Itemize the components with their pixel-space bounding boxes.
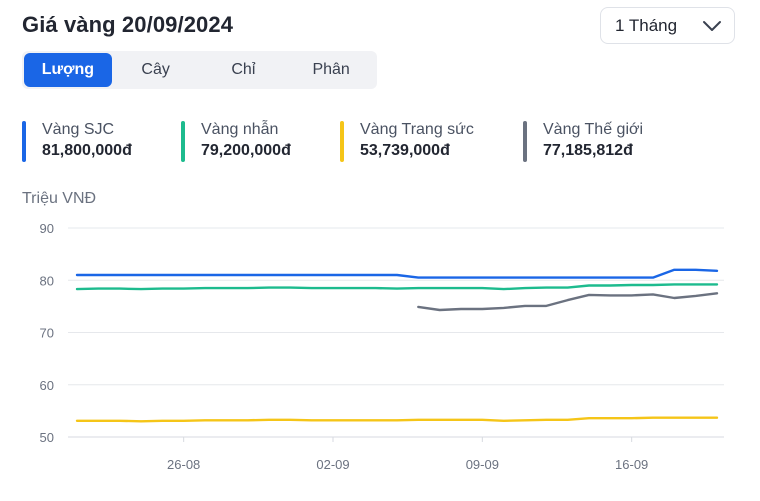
chevron-down-icon xyxy=(702,16,722,36)
tab-luong[interactable]: Lượng xyxy=(24,53,112,87)
legend-value: 53,739,000đ xyxy=(360,142,450,159)
legend-name: Vàng nhẫn xyxy=(201,121,279,138)
legend-name: Vàng Thế giới xyxy=(543,121,644,138)
legend-value: 77,185,812đ xyxy=(543,142,633,159)
legend-name: Vàng Trang sức xyxy=(360,121,474,138)
legend-swatch xyxy=(523,121,527,162)
period-select[interactable]: 1 Tháng xyxy=(600,7,735,44)
legend-item-the-gioi[interactable]: Vàng Thế giới 77,185,812đ xyxy=(523,120,643,164)
series-line-0[interactable] xyxy=(75,268,719,279)
period-select-value: 1 Tháng xyxy=(615,15,678,35)
series-line-3[interactable] xyxy=(417,292,719,312)
chart-legend: Vàng SJC 81,800,000đ Vàng nhẫn 79,200,00… xyxy=(22,120,742,164)
legend-value: 81,800,000đ xyxy=(42,142,132,159)
x-tick-label: 16-09 xyxy=(615,457,648,472)
y-tick-label: 50 xyxy=(40,430,54,445)
y-axis-label: Triệu VNĐ xyxy=(22,190,97,207)
legend-swatch xyxy=(181,121,185,162)
x-tick-label: 09-09 xyxy=(466,457,499,472)
x-tick-label: 02-09 xyxy=(316,457,349,472)
legend-name: Vàng SJC xyxy=(42,121,115,138)
tab-cay[interactable]: Cây xyxy=(141,61,170,78)
tab-phan[interactable]: Phân xyxy=(312,61,350,78)
legend-swatch xyxy=(340,121,344,162)
unit-tabs: Lượng Cây Chỉ Phân xyxy=(22,51,377,89)
page-title: Giá vàng 20/09/2024 xyxy=(22,12,234,37)
legend-item-sjc[interactable]: Vàng SJC 81,800,000đ xyxy=(22,120,132,164)
tab-chi[interactable]: Chỉ xyxy=(231,61,256,78)
y-tick-label: 60 xyxy=(40,378,54,393)
legend-item-trang-suc[interactable]: Vàng Trang sức 53,739,000đ xyxy=(340,120,474,164)
y-tick-label: 70 xyxy=(40,326,54,341)
series-line-2[interactable] xyxy=(75,416,719,423)
y-tick-label: 90 xyxy=(40,221,54,236)
x-tick-label: 26-08 xyxy=(167,457,200,472)
legend-item-nhan[interactable]: Vàng nhẫn 79,200,000đ xyxy=(181,120,291,164)
legend-swatch xyxy=(22,121,26,162)
legend-value: 79,200,000đ xyxy=(201,142,291,159)
y-tick-label: 80 xyxy=(40,273,54,288)
series-line-1[interactable] xyxy=(75,283,719,291)
